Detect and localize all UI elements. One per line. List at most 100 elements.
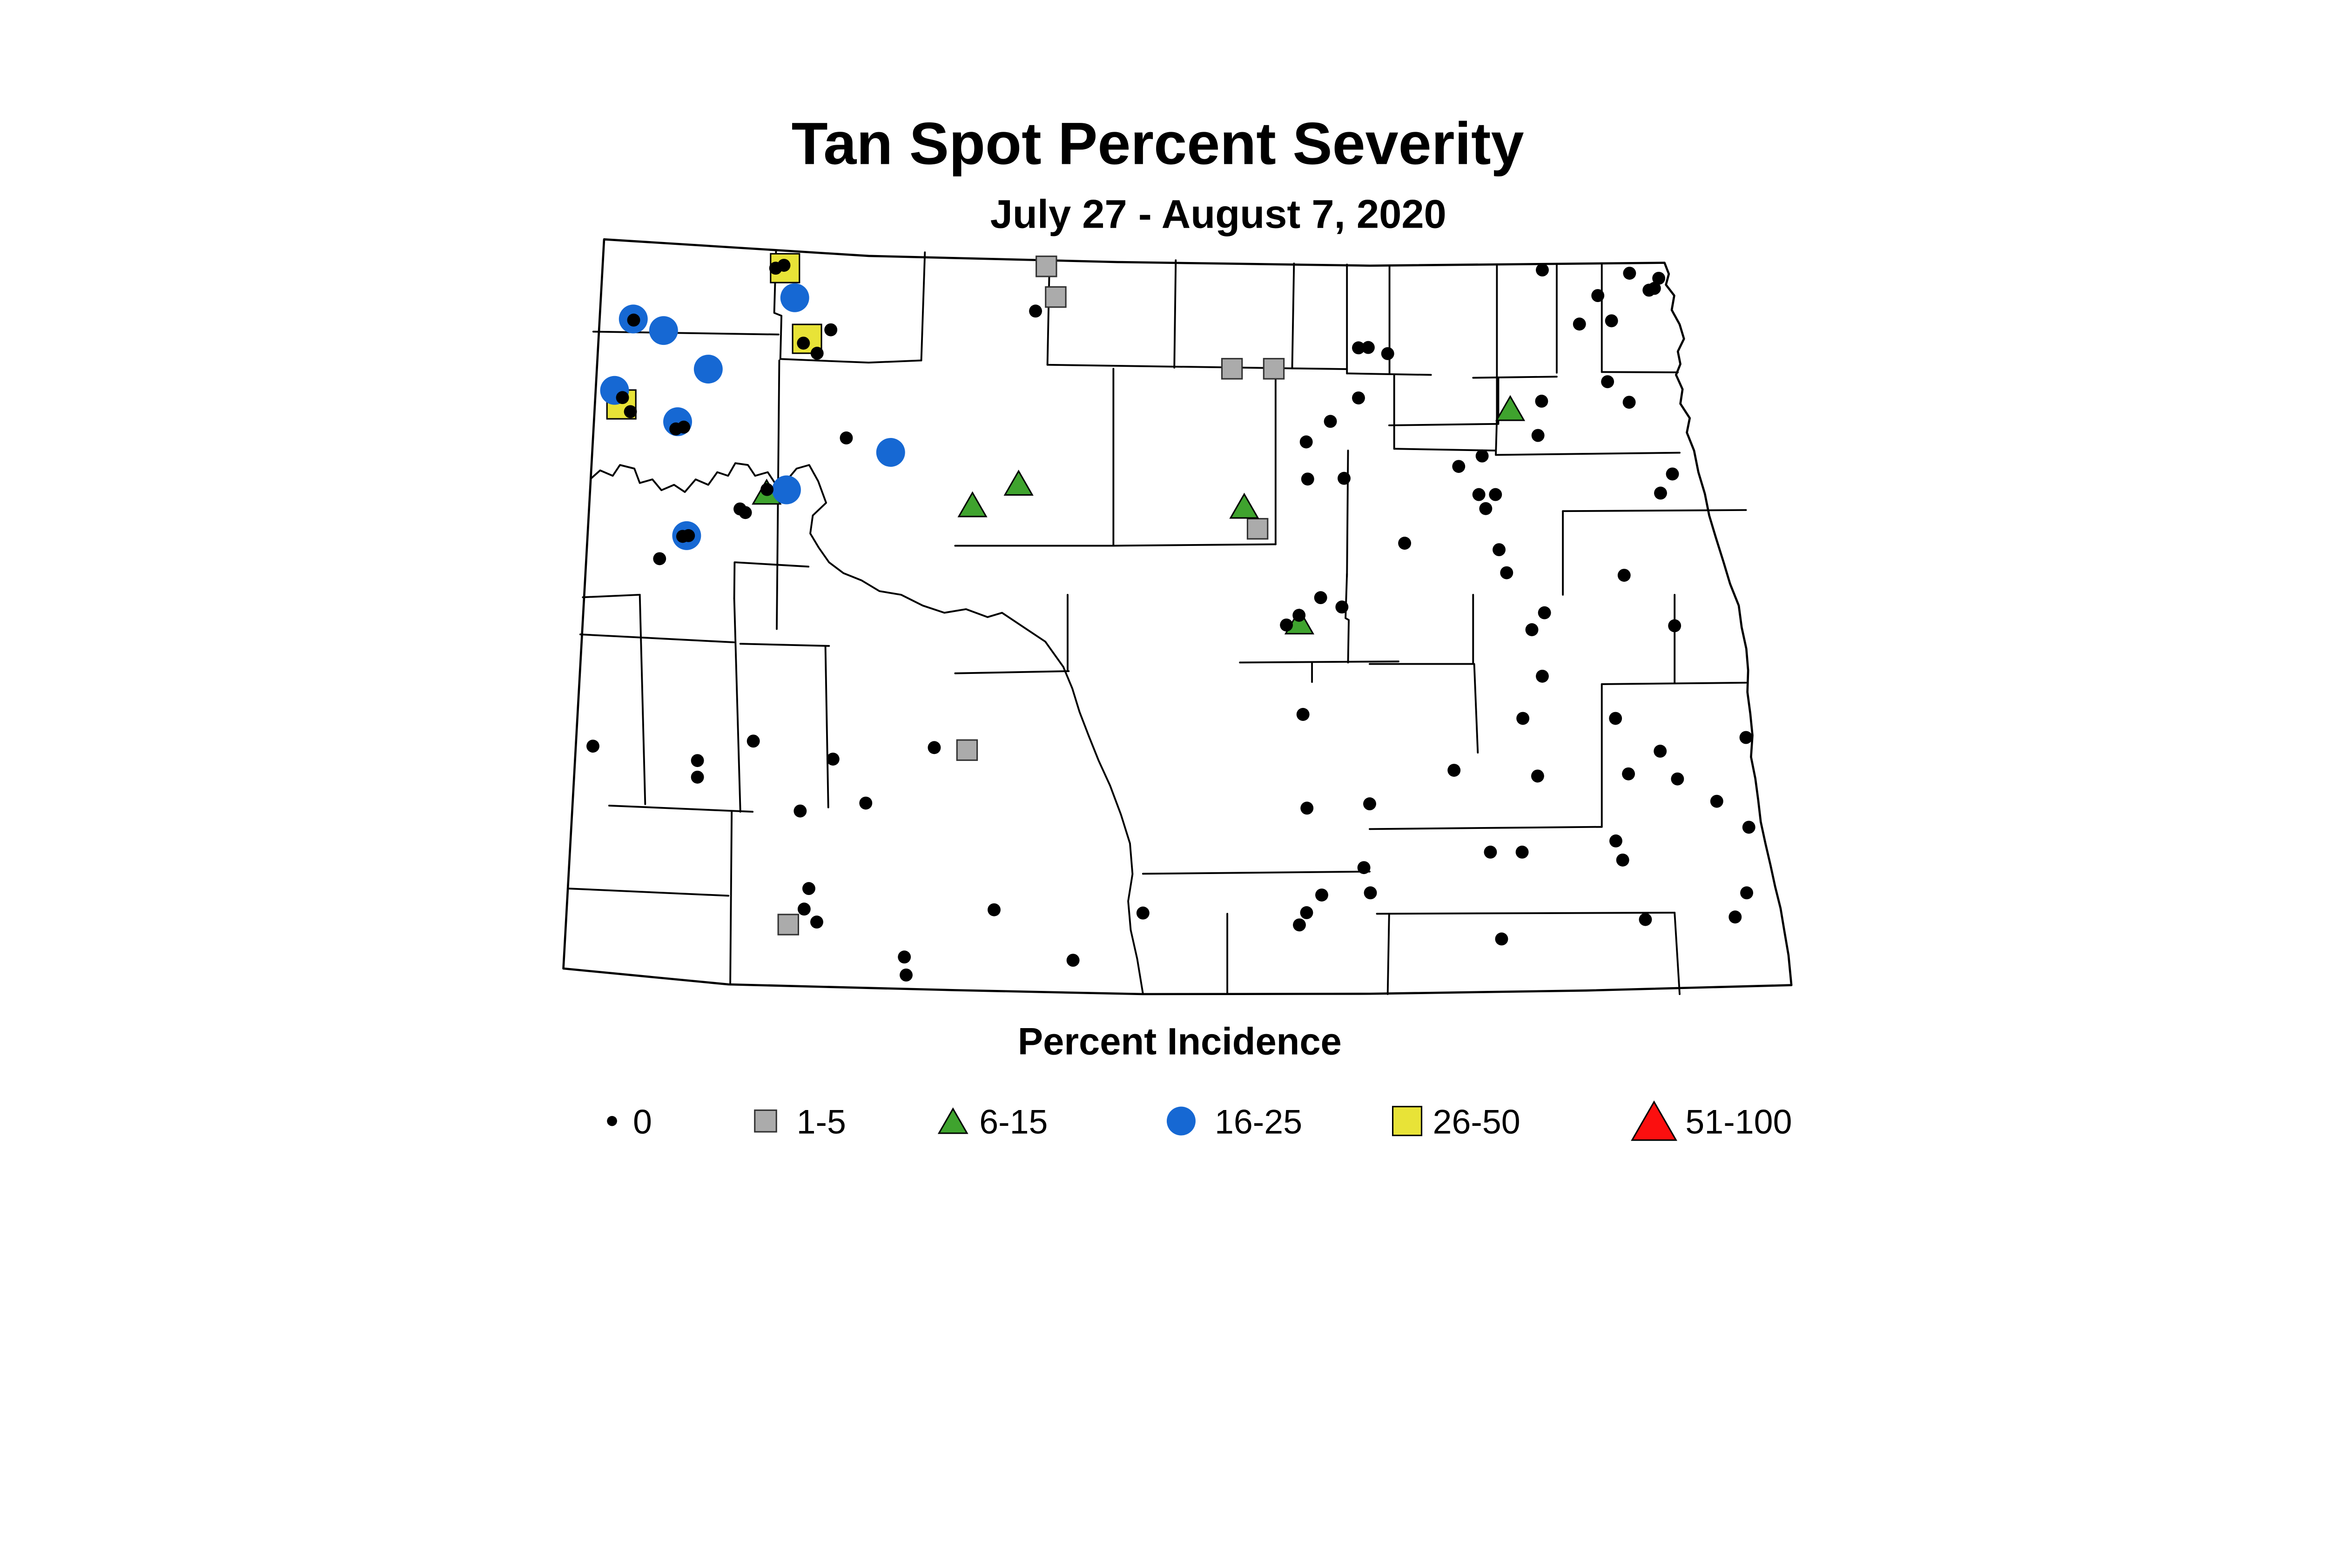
point-dot	[1136, 906, 1150, 920]
county-line	[1112, 543, 1277, 547]
point-circle	[693, 355, 723, 384]
point-dot	[1335, 600, 1349, 614]
legend-symbol-square	[754, 1109, 777, 1133]
point-dot	[1300, 801, 1314, 815]
county-line	[1345, 573, 1350, 664]
county-boundaries	[566, 250, 1747, 995]
county-line	[954, 670, 1070, 674]
county-line	[639, 593, 646, 805]
point-dot	[1515, 845, 1529, 859]
data-points-layer	[586, 253, 1755, 982]
county-line	[1495, 416, 1498, 456]
point-circle	[780, 283, 809, 312]
point-dot	[1280, 618, 1293, 632]
point-triangle	[1003, 470, 1034, 496]
point-dot	[691, 754, 704, 767]
point-dot	[988, 903, 1001, 916]
point-dot	[1728, 910, 1742, 924]
point-square	[1263, 358, 1285, 380]
point-dot	[1352, 391, 1365, 404]
point-dot	[1472, 488, 1486, 501]
point-dot	[777, 259, 791, 272]
page-subtitle: July 27 - August 7, 2020	[990, 191, 1446, 236]
point-dot	[1623, 267, 1636, 280]
point-square	[777, 914, 800, 935]
point-dot	[1495, 932, 1508, 946]
point-dot	[1536, 263, 1549, 277]
point-dot	[1742, 821, 1755, 834]
point-dot	[1489, 488, 1502, 501]
point-dot	[1484, 845, 1497, 859]
legend-label: 51-100	[1685, 1103, 1792, 1141]
point-triangle	[1495, 395, 1526, 421]
page-title: Tan Spot Percent Severity	[792, 110, 1524, 177]
point-square	[1246, 518, 1269, 540]
point-dot	[794, 804, 807, 818]
point-dot	[1447, 764, 1461, 777]
point-circle	[649, 316, 678, 345]
county-line	[920, 251, 926, 362]
legend-items: 0 1-5 6-15 16-25 26-50 51-100	[607, 1100, 1792, 1141]
point-dot	[1573, 317, 1586, 331]
point-dot	[760, 483, 774, 496]
point-dot	[1475, 449, 1489, 463]
county-line	[582, 593, 641, 599]
county-line	[1376, 912, 1676, 915]
point-triangle	[957, 491, 988, 518]
point-dot	[928, 741, 941, 754]
point-dot	[586, 740, 599, 753]
point-dot	[1324, 415, 1337, 428]
point-dot	[1654, 486, 1667, 500]
point-dot	[1364, 886, 1377, 900]
point-dot	[627, 313, 640, 327]
point-dot	[840, 431, 853, 444]
point-dot	[1639, 913, 1652, 926]
point-dot	[616, 391, 629, 404]
point-dot	[1740, 886, 1754, 900]
point-dot	[691, 770, 704, 784]
point-dot	[677, 420, 691, 434]
point-triangle	[1284, 608, 1315, 635]
point-dot	[898, 950, 911, 964]
missouri-river	[590, 462, 1144, 995]
point-dot	[682, 529, 695, 542]
point-dot	[1622, 396, 1636, 409]
point-dot	[1710, 794, 1723, 808]
county-line	[1291, 262, 1295, 370]
point-dot	[1352, 341, 1365, 355]
point-dot	[747, 734, 760, 748]
legend-item-51-100: 51-100	[1631, 1100, 1792, 1141]
county-line	[579, 633, 735, 644]
point-dot	[1609, 834, 1622, 848]
point-dot	[802, 882, 815, 895]
point-dot	[1296, 708, 1310, 721]
point-dot	[1338, 471, 1351, 485]
legend-symbol-dot	[607, 1116, 617, 1126]
point-dot	[1381, 347, 1394, 360]
county-line	[733, 597, 741, 813]
county-line	[1346, 450, 1349, 578]
point-dot	[1361, 341, 1375, 354]
county-line	[739, 643, 830, 647]
legend-item-26-50: 26-50	[1392, 1103, 1520, 1141]
point-dot	[1536, 669, 1549, 683]
point-dot	[1314, 591, 1327, 605]
series-circle-16-25	[600, 283, 905, 550]
point-dot	[1293, 918, 1306, 932]
point-dot	[1538, 606, 1551, 619]
point-dot	[1398, 537, 1412, 550]
county-line	[566, 888, 730, 897]
county-line	[729, 811, 733, 985]
point-square	[956, 739, 978, 761]
point-dot	[1652, 271, 1666, 285]
point-dot	[797, 902, 811, 916]
point-dot	[1605, 314, 1618, 328]
county-line	[1369, 826, 1603, 830]
point-square	[1045, 286, 1067, 308]
legend-item-0: 0	[607, 1103, 652, 1141]
point-dot	[1299, 435, 1313, 449]
point-dot	[797, 336, 810, 350]
legend-item-6-15: 6-15	[937, 1103, 1048, 1141]
map-figure: Tan Spot Percent Severity July 27 - Augu…	[562, 110, 1793, 1141]
point-dot	[824, 323, 838, 336]
